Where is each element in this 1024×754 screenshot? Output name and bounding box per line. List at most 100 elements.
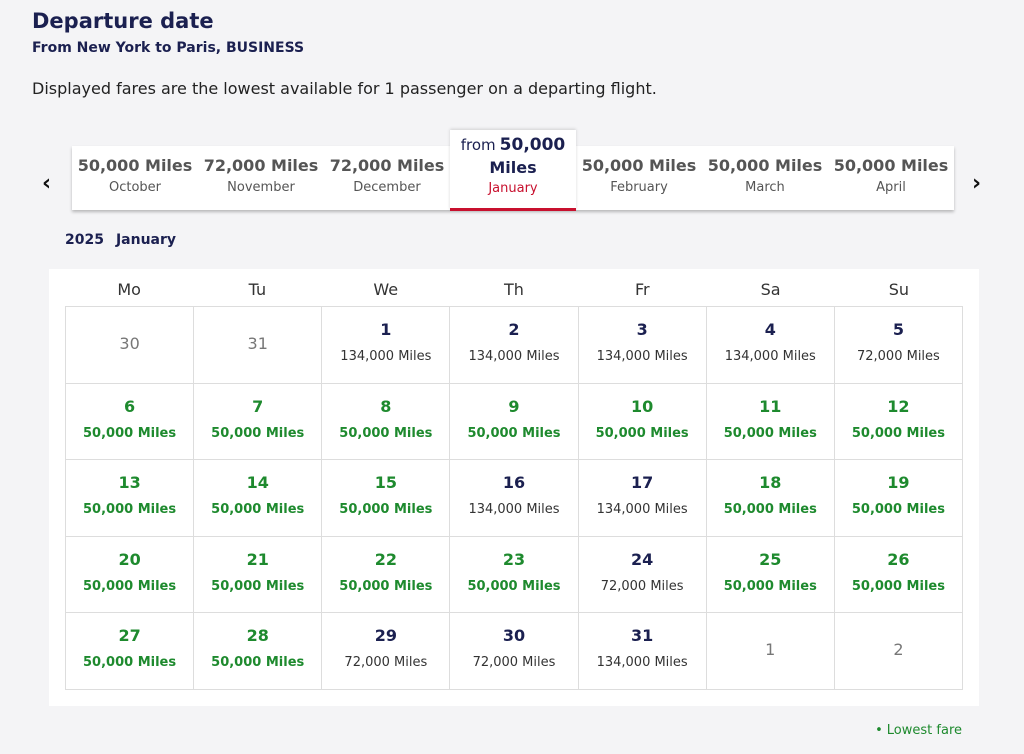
day-fare: 134,000 Miles [468, 502, 560, 518]
day-fare: 50,000 Miles [723, 502, 817, 518]
month-name: October [108, 180, 162, 195]
day-cell[interactable]: 5 72,000 Miles [834, 307, 963, 384]
day-cell[interactable]: 27 50,000 Miles [66, 613, 195, 690]
legend: Lowest fare [875, 723, 962, 738]
fare-amount: 50,000 [499, 135, 566, 155]
day-fare: 50,000 Miles [211, 578, 305, 594]
day-cell[interactable]: 14 50,000 Miles [194, 460, 323, 537]
month-fare: 50,000 Miles [581, 156, 697, 175]
day-cell[interactable]: 7 50,000 Miles [194, 383, 323, 461]
month-name: April [876, 180, 906, 195]
day-cell[interactable]: 1 134,000 Miles [322, 307, 451, 384]
day-number: 27 [118, 626, 141, 646]
day-cell: 1 [706, 613, 835, 690]
day-fare: 50,000 Miles [339, 578, 433, 594]
day-cell[interactable]: 13 50,000 Miles [66, 460, 195, 537]
next-arrow[interactable]: › [972, 171, 982, 196]
day-cell[interactable]: 10 50,000 Miles [578, 383, 707, 461]
year: 2025 [65, 232, 104, 248]
month-card[interactable]: 50,000 Miles April [828, 146, 954, 210]
month-fare: 50,000 Miles [707, 156, 823, 175]
day-fare: 72,000 Miles [600, 578, 684, 594]
day-cell[interactable]: 17 134,000 Miles [578, 460, 707, 537]
day-cell[interactable]: 2 134,000 Miles [450, 307, 579, 384]
day-cell[interactable]: 18 50,000 Miles [706, 460, 835, 537]
day-fare: 50,000 Miles [467, 425, 561, 441]
day-fare: 50,000 Miles [723, 425, 817, 441]
day-fare: 50,000 Miles [211, 655, 305, 671]
day-number: 20 [118, 549, 141, 569]
day-cell[interactable]: 4 134,000 Miles [706, 307, 835, 384]
day-fare: 134,000 Miles [340, 349, 432, 364]
day-cell[interactable]: 15 50,000 Miles [322, 460, 451, 537]
day-fare: 72,000 Miles [472, 655, 556, 671]
prev-arrow[interactable]: ‹ [42, 171, 52, 196]
year-month: 2025 January [65, 232, 188, 248]
day-fare: 50,000 Miles [851, 578, 945, 594]
day-fare: 72,000 Miles [344, 655, 428, 671]
day-number: 5 [892, 320, 904, 339]
day-fare: 50,000 Miles [83, 502, 177, 518]
weekday: Sa [760, 280, 781, 299]
day-fare: 134,000 Miles [596, 502, 688, 518]
day-cell[interactable]: 3 134,000 Miles [578, 307, 707, 384]
month-card[interactable]: 50,000 Miles October [72, 146, 198, 210]
day-number: 1 [380, 320, 392, 339]
weekday: Th [504, 280, 524, 299]
day-fare: 50,000 Miles [211, 502, 305, 518]
day-cell[interactable]: 22 50,000 Miles [322, 536, 451, 614]
weekday: Tu [248, 280, 267, 299]
day-cell[interactable]: 28 50,000 Miles [194, 613, 323, 690]
calendar-grid: 30 31 1 134,000 Miles 2 134,000 Miles 3 134,000… [65, 306, 963, 690]
day-number: 17 [631, 473, 654, 493]
month-name: November [227, 180, 295, 195]
day-number: 2 [893, 640, 904, 660]
month-card[interactable]: 72,000 Miles November [198, 146, 324, 210]
day-fare: 50,000 Miles [595, 425, 689, 441]
day-cell[interactable]: 20 50,000 Miles [66, 536, 195, 614]
day-cell[interactable]: 23 50,000 Miles [450, 536, 579, 614]
day-fare: 50,000 Miles [339, 502, 433, 518]
day-cell[interactable]: 9 50,000 Miles [450, 383, 579, 461]
month-name: February [610, 180, 668, 195]
day-cell[interactable]: 12 50,000 Miles [834, 383, 963, 461]
day-cell[interactable]: 11 50,000 Miles [706, 383, 835, 461]
day-cell[interactable]: 26 50,000 Miles [834, 536, 963, 614]
day-fare: 50,000 Miles [83, 425, 177, 441]
day-fare: 50,000 Miles [467, 578, 561, 594]
day-cell[interactable]: 25 50,000 Miles [706, 536, 835, 614]
day-number: 7 [252, 396, 264, 416]
day-cell[interactable]: 30 72,000 Miles [450, 613, 579, 690]
month: January [115, 232, 177, 248]
month-name: January [488, 181, 538, 196]
day-number: 10 [631, 396, 654, 416]
month-card[interactable]: 72,000 Miles December [324, 146, 450, 210]
month-name: December [353, 180, 421, 195]
day-fare: 134,000 Miles [596, 349, 688, 364]
day-cell[interactable]: 21 50,000 Miles [194, 536, 323, 614]
month-card[interactable]: 50,000 Miles March [702, 146, 828, 210]
day-fare: 50,000 Miles [83, 655, 177, 671]
day-cell[interactable]: 8 50,000 Miles [322, 383, 451, 461]
day-cell[interactable]: 24 72,000 Miles [578, 536, 707, 614]
day-number: 1 [765, 640, 776, 660]
day-cell[interactable]: 29 72,000 Miles [322, 613, 451, 690]
day-number: 21 [246, 549, 269, 569]
day-cell: 30 [66, 307, 195, 384]
month-fare: 72,000 Miles [329, 156, 445, 175]
month-card[interactable]: from 50,000 Miles January [450, 130, 576, 211]
day-number: 11 [759, 396, 782, 416]
day-cell[interactable]: 31 134,000 Miles [578, 613, 707, 690]
calendar-panel [49, 269, 979, 706]
day-cell[interactable]: 19 50,000 Miles [834, 460, 963, 537]
day-cell: 2 [834, 613, 963, 690]
day-cell[interactable]: 6 50,000 Miles [66, 383, 195, 461]
day-cell[interactable]: 16 134,000 Miles [450, 460, 579, 537]
day-fare: 50,000 Miles [851, 502, 945, 518]
month-card[interactable]: 50,000 Miles February [576, 146, 702, 210]
month-name: March [745, 180, 785, 195]
day-fare: 134,000 Miles [724, 349, 816, 364]
weekday: We [373, 280, 399, 299]
day-number: 4 [764, 320, 776, 339]
